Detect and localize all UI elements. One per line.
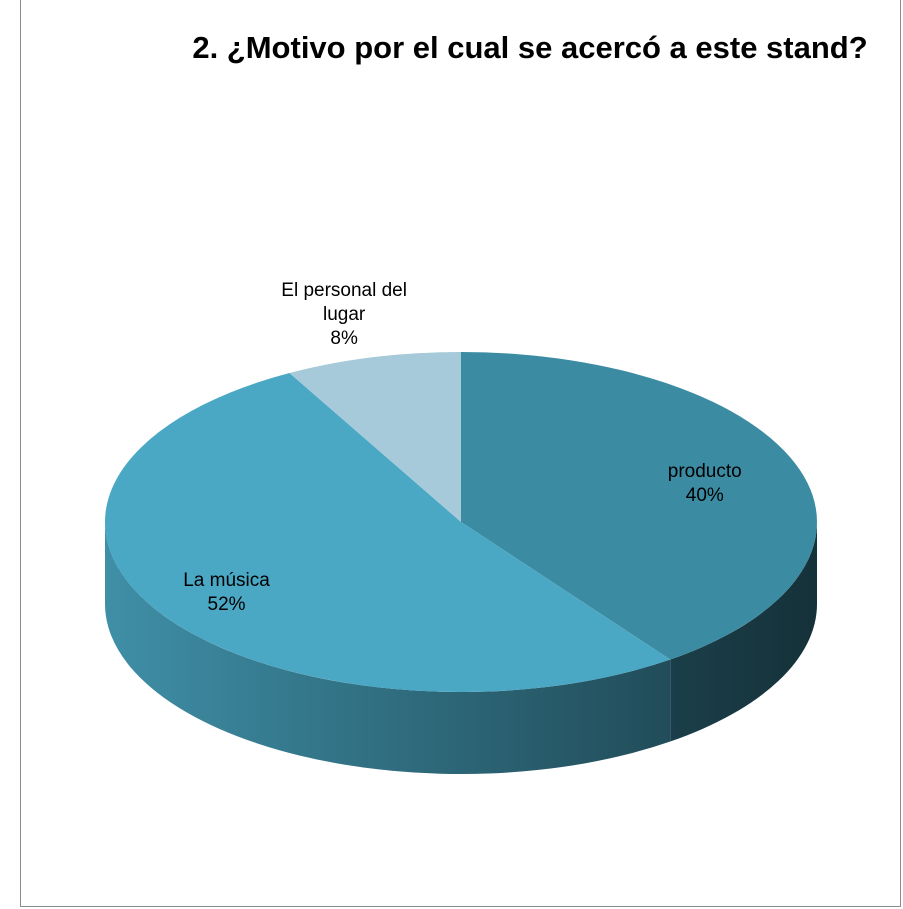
chart-title: 2. ¿Motivo por el cual se acercó a este …: [192, 30, 868, 65]
category-label: El personal del lugar: [281, 279, 407, 325]
category-label: producto: [667, 461, 742, 483]
data-label: producto 40%: [640, 460, 770, 508]
category-label: La música: [183, 570, 270, 592]
data-label: La música 52%: [162, 569, 292, 617]
value-label: 8%: [330, 327, 358, 349]
chart-frame: [20, 0, 901, 907]
slice: [289, 352, 461, 522]
slice-side: [105, 522, 671, 774]
slice: [461, 352, 817, 660]
value-label: 52%: [207, 594, 246, 616]
slice: [105, 373, 671, 693]
value-label: 40%: [685, 485, 724, 507]
data-label: El personal del lugar 8%: [279, 279, 409, 351]
slice-side: [670, 522, 817, 742]
